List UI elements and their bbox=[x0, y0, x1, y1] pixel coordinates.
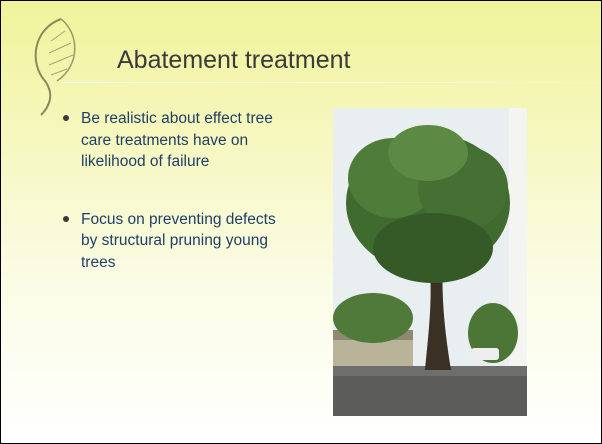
bullet: Be realistic about effect tree care trea… bbox=[63, 108, 291, 173]
bullet-list: Be realistic about effect tree care trea… bbox=[59, 108, 291, 309]
bullet: Focus on preventing defects by structura… bbox=[63, 209, 291, 274]
leaf-icon bbox=[34, 18, 76, 116]
slide-title: Abatement treatment bbox=[117, 46, 351, 74]
title-rule bbox=[61, 82, 601, 83]
tree-photo bbox=[333, 108, 527, 416]
